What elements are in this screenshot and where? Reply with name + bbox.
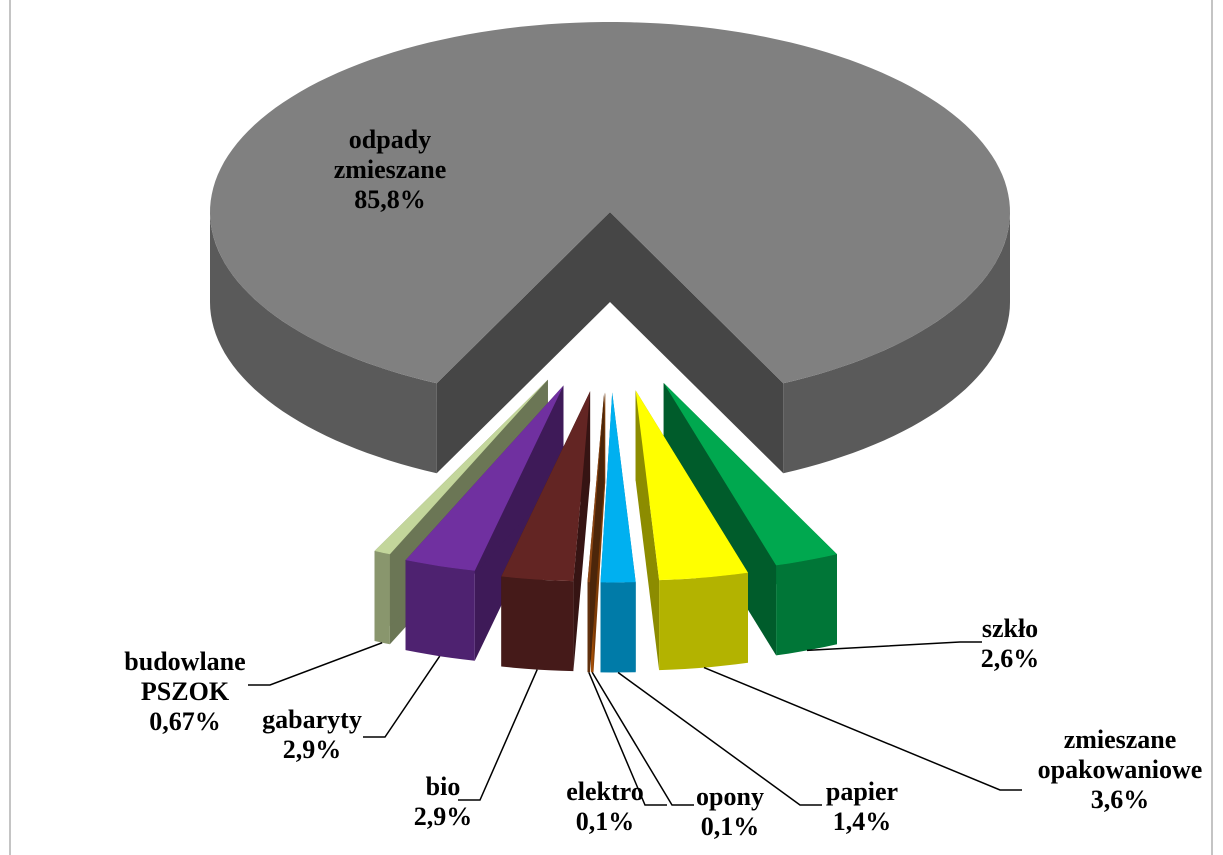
leader-line — [458, 669, 538, 801]
value-label: 1,4% — [833, 807, 892, 836]
slice-top — [663, 383, 837, 566]
slice — [600, 392, 636, 673]
slice-label: elektro — [566, 777, 644, 806]
slice — [405, 385, 564, 661]
slice-side — [635, 390, 660, 671]
label-line: opony — [696, 782, 764, 811]
leader-line — [617, 671, 822, 806]
slice-top — [405, 385, 564, 571]
slice-wall — [210, 212, 437, 474]
slice-wall — [587, 582, 590, 673]
label-line: papier — [826, 777, 898, 806]
label-line: szkło — [982, 614, 1038, 643]
slice-wall — [405, 560, 475, 661]
slice — [587, 392, 605, 673]
slice-top — [210, 22, 1010, 384]
slice — [210, 22, 1010, 474]
slice-wall — [600, 582, 636, 673]
label-line: opakowaniowe — [1038, 755, 1203, 784]
slice-top — [635, 390, 748, 581]
label-line: zmieszane — [334, 155, 447, 184]
leader-line — [248, 641, 383, 686]
value-label: 0,67% — [149, 707, 221, 736]
value-label: 85,8% — [354, 185, 426, 214]
label-line: zmieszane — [1064, 725, 1177, 754]
value-label: 2,9% — [414, 802, 473, 831]
slice-side — [587, 392, 605, 673]
label-line: elektro — [566, 777, 644, 806]
slice-label: odpady zmieszane — [334, 125, 447, 184]
value-label: 2,9% — [283, 735, 342, 764]
label-line: bio — [426, 772, 461, 801]
value-label: 0,1% — [576, 807, 635, 836]
value-label: 3,6% — [1091, 785, 1150, 814]
slice-top — [374, 379, 548, 555]
slice — [635, 390, 748, 671]
slice-wall — [374, 551, 390, 645]
slice-label: zmieszane opakowaniowe — [1038, 725, 1203, 784]
leader-line — [703, 666, 1022, 791]
slice-wall — [659, 572, 748, 671]
slice-label: gabaryty — [262, 705, 362, 734]
leader-line — [363, 655, 441, 738]
label-line: gabaryty — [262, 705, 362, 734]
slice-label: papier — [826, 777, 898, 806]
slice-wall — [783, 212, 1010, 474]
label-line: odpady — [349, 125, 431, 154]
slice-side — [436, 212, 610, 474]
leader-line — [806, 641, 982, 652]
slice — [501, 391, 591, 672]
value-label: 2,6% — [981, 644, 1040, 673]
slice-wall — [501, 576, 574, 672]
leader-line — [588, 672, 667, 806]
slice-label: szkło — [982, 614, 1038, 643]
slice-label: bio — [426, 772, 461, 801]
slice-label: opony — [696, 782, 764, 811]
slice-top — [600, 392, 636, 583]
slice-label: budowlane PSZOK — [124, 647, 245, 706]
value-label: 0,1% — [701, 812, 760, 841]
slice-side — [610, 212, 784, 474]
label-line: PSZOK — [141, 677, 230, 706]
leader-line — [591, 671, 694, 806]
slice-wall — [776, 554, 837, 656]
label-line: budowlane — [124, 647, 245, 676]
slice-top — [587, 392, 605, 583]
slice-top — [501, 391, 591, 582]
